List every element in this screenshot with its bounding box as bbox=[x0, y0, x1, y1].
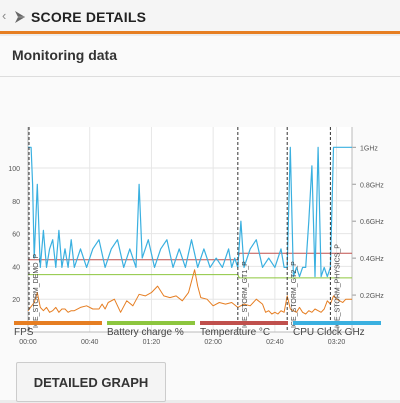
y-left-tick-label: 40 bbox=[12, 264, 20, 271]
marker-label: ICE_STORM_PHYSICS_P bbox=[334, 244, 341, 328]
marker-label: ICE_STORM_GT2_P bbox=[291, 261, 298, 328]
legend-swatch bbox=[14, 321, 102, 325]
legend-item-temperature: Temperature °C bbox=[200, 321, 288, 338]
detailed-graph-button[interactable]: DETAILED GRAPH bbox=[16, 362, 166, 402]
monitoring-card: Monitoring data 20 40 60 80 100 0.2GHz 0.4GHz 0… bbox=[0, 36, 400, 402]
legend-label: FPS bbox=[14, 327, 34, 338]
y-left-tick-label: 60 bbox=[12, 232, 20, 239]
y-right-tick-label: 0.2GHz bbox=[360, 293, 384, 300]
legend-swatch bbox=[107, 321, 195, 325]
marker-label: ICE_STORM_GT1_P bbox=[242, 261, 249, 328]
y-right-tick-label: 0.4GHz bbox=[360, 256, 384, 263]
card-divider bbox=[0, 76, 400, 77]
x-tick-label: 03:20 bbox=[328, 339, 346, 346]
y-right-tick-label: 0.6GHz bbox=[360, 219, 384, 226]
legend-item-battery: Battery charge % bbox=[107, 321, 195, 338]
x-tick-label: 01:20 bbox=[143, 339, 161, 346]
page-title: SCORE DETAILS bbox=[31, 9, 147, 25]
legend-item-fps: FPS bbox=[14, 321, 102, 338]
legend-label: Battery charge % bbox=[107, 327, 184, 338]
plot-area bbox=[28, 127, 352, 332]
series-line-battery-charge bbox=[28, 274, 352, 279]
x-tick-label: 00:40 bbox=[81, 339, 99, 346]
x-tick-label: 02:40 bbox=[266, 339, 284, 346]
y-right-tick-label: 1GHz bbox=[360, 145, 378, 152]
legend-label: CPU Clock GHz bbox=[293, 327, 365, 338]
card-title: Monitoring data bbox=[12, 47, 117, 63]
monitoring-chart: 20 40 60 80 100 0.2GHz 0.4GHz 0.6GHz 0.8GHz 1GHz 0… bbox=[8, 127, 384, 346]
3dmark-logo-icon bbox=[15, 11, 25, 23]
top-bar: ‹ SCORE DETAILS bbox=[0, 0, 400, 34]
y-left-tick-label: 20 bbox=[12, 297, 20, 304]
y-left-tick-label: 100 bbox=[8, 166, 20, 173]
series-line-cpu-clock-ghz bbox=[28, 146, 352, 278]
legend-swatch bbox=[293, 321, 381, 325]
x-tick-label: 02:00 bbox=[204, 339, 222, 346]
back-chevron-icon[interactable]: ‹ bbox=[2, 8, 7, 23]
legend-label: Temperature °C bbox=[200, 327, 271, 338]
y-left-tick-label: 80 bbox=[12, 199, 20, 206]
y-right-tick-label: 0.8GHz bbox=[360, 182, 384, 189]
x-tick-label: 00:00 bbox=[19, 339, 37, 346]
legend-item-cpu: CPU Clock GHz bbox=[293, 321, 381, 338]
marker-label: ICE_STORM_DEMO_P bbox=[33, 254, 40, 328]
legend-swatch bbox=[200, 321, 288, 325]
series-line-fps bbox=[27, 269, 352, 315]
